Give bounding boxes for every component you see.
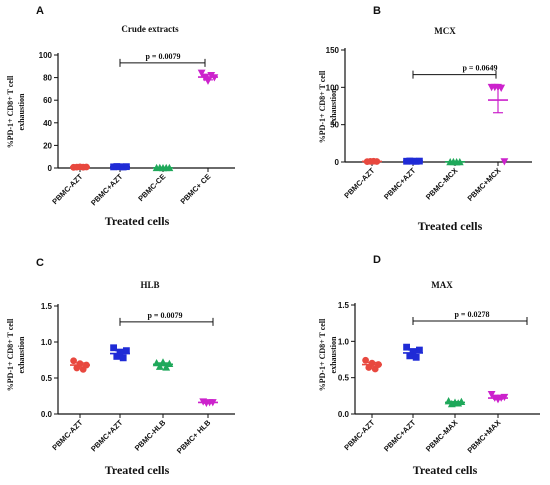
panel-letter: C <box>36 257 44 269</box>
x-tick-label: PBMC+AZT <box>89 172 125 208</box>
data-point <box>412 353 420 361</box>
chart-title: MCX <box>434 26 456 36</box>
data-point <box>197 69 206 77</box>
panel-letter: D <box>373 254 381 266</box>
panel-c: C HLB %PD-1+ CD8+ T cell exhaustion 0.0 0.5 1.… <box>6 257 235 477</box>
data-point <box>210 74 219 82</box>
y-tick-label: 1.0 <box>338 337 350 346</box>
y-tick-label: 0.0 <box>338 410 350 419</box>
y-tick-label: 50 <box>330 121 339 130</box>
y-axis-label: %PD-1+ CD8+ T cell exhaustion <box>6 318 26 391</box>
y-tick-label: 0 <box>48 164 53 173</box>
y-tick-label: 0.5 <box>41 374 53 383</box>
y-axis-label: %PD-1+ CD8+ T cell exhaustion <box>6 75 26 148</box>
y-tick-label: 80 <box>43 74 52 83</box>
y-tick-label: 20 <box>43 141 52 150</box>
y-axis-label-line2: exhaustion <box>329 88 338 125</box>
y-tick-label: 40 <box>43 119 52 128</box>
y-axis-label: %PD-1+ CD8+ T cell exhaustion <box>318 70 338 143</box>
x-tick-label: PBMC-HLB <box>133 418 168 453</box>
y-axis-label-line2: exhaustion <box>17 336 26 373</box>
y-axis-label-line1: %PD-1+ CD8+ T cell <box>318 318 327 391</box>
y-tick-label: 100 <box>39 51 53 60</box>
y-tick-label: 150 <box>326 46 340 55</box>
y-axis-label-line1: %PD-1+ CD8+ T cell <box>318 70 327 143</box>
y-tick-label: 0 <box>335 158 340 167</box>
x-axis-label: Treated cells <box>105 214 170 228</box>
x-tick-label: PBMC-AZT <box>342 166 376 200</box>
p-value-label: p = 0.0079 <box>145 52 180 61</box>
panel-d: D MAX %PD-1+ CD8+ T cell exhaustion 0.0 0.5 1.… <box>318 254 540 477</box>
data-point <box>110 344 117 352</box>
y-axis-label-line2: exhaustion <box>329 336 338 373</box>
panel-b: B MCX %PD-1+ CD8+ T cell exhaustion 0 50 100 15… <box>318 5 532 233</box>
x-tick-label: PBMC-AZT <box>342 418 376 452</box>
data-point <box>123 347 130 355</box>
x-axis-label: Treated cells <box>413 463 478 477</box>
y-tick-label: 1.0 <box>41 338 53 347</box>
y-tick-label: 100 <box>326 83 340 92</box>
x-tick-label: PBMC-AZT <box>50 418 84 452</box>
y-axis-label-line1: %PD-1+ CD8+ T cell <box>6 318 15 391</box>
p-value-label: p = 0.0278 <box>454 310 489 319</box>
x-tick-label: PBMC+ CE <box>178 172 212 206</box>
y-axis-label-line1: %PD-1+ CD8+ T cell <box>6 75 15 148</box>
data-point <box>416 346 423 354</box>
y-tick-label: 0.0 <box>41 410 53 419</box>
chart-title: HLB <box>140 280 159 290</box>
x-tick-label: PBMC-MCX <box>424 166 460 202</box>
p-value-label: p = 0.0079 <box>147 311 182 320</box>
x-tick-label: PBMC+AZT <box>382 166 418 202</box>
x-tick-label: PBMC-MAX <box>424 418 460 454</box>
y-axis-label: %PD-1+ CD8+ T cell exhaustion <box>318 318 338 391</box>
y-tick-label: 1.5 <box>338 301 350 310</box>
y-tick-label: 0.5 <box>338 374 350 383</box>
x-axis-label: Treated cells <box>418 219 483 233</box>
x-tick-label: PBMC+MAX <box>466 418 503 455</box>
x-tick-label: PBMC+AZT <box>382 418 418 454</box>
x-tick-label: PBMC-AZT <box>50 172 84 206</box>
data-point <box>119 354 127 362</box>
p-value-label: p = 0.0649 <box>462 64 497 73</box>
y-tick-label: 1.5 <box>41 302 53 311</box>
chart-title: MAX <box>431 280 453 290</box>
data-point <box>497 84 506 92</box>
panel-letter: A <box>36 5 44 17</box>
data-point <box>403 343 410 351</box>
x-tick-label: PBMC+AZT <box>89 418 125 454</box>
x-tick-label: PBMC+MCX <box>466 166 503 203</box>
y-tick-label: 60 <box>43 96 52 105</box>
y-axis-label-line2: exhaustion <box>17 93 26 130</box>
x-tick-label: PBMC+ HLB <box>175 418 213 456</box>
panel-letter: B <box>373 5 381 17</box>
x-axis-label: Treated cells <box>105 463 170 477</box>
panel-a: A Crude extracts %PD-1+ CD8+ T cell exhaust… <box>6 5 235 228</box>
chart-title: Crude extracts <box>121 24 179 34</box>
data-point <box>500 158 509 166</box>
x-tick-label: PBMC-CE <box>136 172 167 203</box>
